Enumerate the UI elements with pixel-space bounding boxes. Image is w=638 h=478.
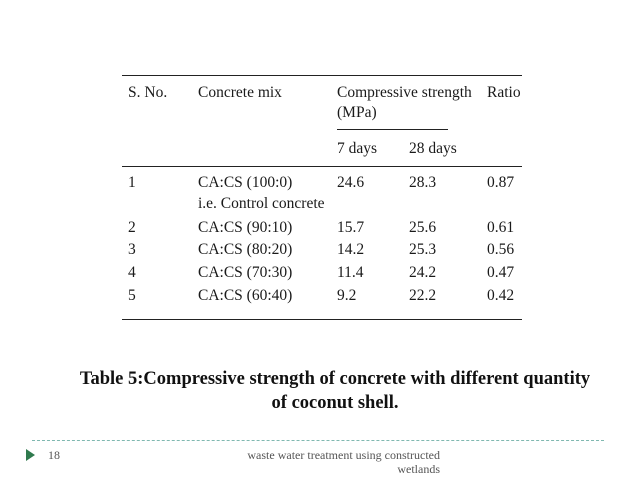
- row1-mix-note: i.e. Control concrete: [198, 195, 325, 212]
- row4-7days: 11.4: [337, 264, 364, 281]
- row3-sno: 3: [128, 241, 136, 258]
- row1-sno: 1: [128, 174, 136, 191]
- row5-7days: 9.2: [337, 287, 357, 304]
- row3-ratio: 0.56: [487, 241, 515, 258]
- row3-mix: CA:CS (80:20): [198, 241, 293, 258]
- header-7days: 7 days: [337, 140, 378, 157]
- row3-28days: 25.3: [409, 241, 437, 258]
- row1-mix: CA:CS (100:0): [198, 174, 293, 191]
- strength-sub-rule: [337, 129, 448, 130]
- row1-28days: 28.3: [409, 174, 437, 191]
- footer-title-line-2: wetlands: [397, 462, 440, 476]
- row1-ratio: 0.87: [487, 174, 515, 191]
- row1-7days: 24.6: [337, 174, 365, 191]
- row3-7days: 14.2: [337, 241, 365, 258]
- row4-mix: CA:CS (70:30): [198, 264, 293, 281]
- footer-divider: [32, 440, 604, 441]
- row5-ratio: 0.42: [487, 287, 515, 304]
- header-ratio: Ratio: [487, 84, 521, 101]
- header-28days: 28 days: [409, 140, 457, 157]
- table-bottom-rule: [122, 319, 522, 320]
- header-mix: Concrete mix: [198, 84, 282, 101]
- header-strength: Compressive strength: [337, 84, 472, 101]
- row2-ratio: 0.61: [487, 219, 515, 236]
- row2-7days: 15.7: [337, 219, 365, 236]
- caption-line-1: Table 5:Compressive strength of concrete…: [79, 369, 591, 389]
- row4-28days: 24.2: [409, 264, 437, 281]
- row5-sno: 5: [128, 287, 136, 304]
- row2-sno: 2: [128, 219, 136, 236]
- row2-mix: CA:CS (90:10): [198, 219, 293, 236]
- caption-line-2: of coconut shell.: [271, 393, 399, 413]
- table-top-rule: [122, 75, 522, 76]
- row2-28days: 25.6: [409, 219, 437, 236]
- footer-title: waste water treatment using constructed …: [238, 448, 440, 476]
- footer-title-line-1: waste water treatment using constructed: [247, 448, 440, 462]
- header-strength-unit: (MPa): [337, 104, 377, 121]
- page-number: 18: [48, 448, 60, 462]
- row4-ratio: 0.47: [487, 264, 515, 281]
- header-bottom-rule: [122, 166, 522, 167]
- header-sno: S. No.: [128, 84, 168, 101]
- row4-sno: 4: [128, 264, 136, 281]
- footer-arrow-icon: [26, 449, 35, 461]
- row5-28days: 22.2: [409, 287, 437, 304]
- table-caption: Table 5:Compressive strength of concrete…: [20, 367, 638, 415]
- row5-mix: CA:CS (60:40): [198, 287, 293, 304]
